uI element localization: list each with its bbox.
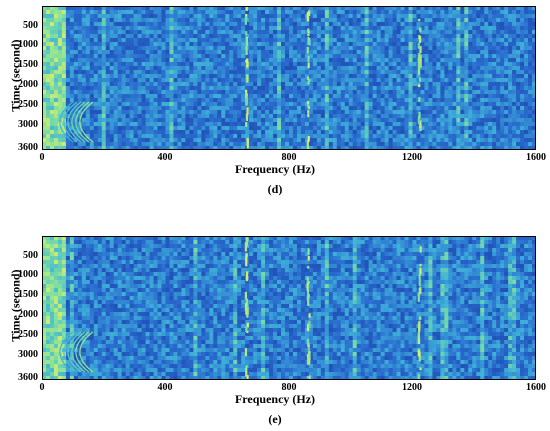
y-tick: 500 xyxy=(23,20,38,31)
spectrogram-image xyxy=(42,6,536,150)
x-tick: 400 xyxy=(157,382,173,393)
spectrogram-plot xyxy=(42,236,536,380)
x-tick: 400 xyxy=(157,152,173,163)
spectrogram-curve xyxy=(75,331,90,373)
spectrogram-panel-e: Time (second) 500 1000 1500 2000 2500 30… xyxy=(0,230,550,431)
y-tick: 3000 xyxy=(18,119,38,130)
y-tick: 2000 xyxy=(18,79,38,90)
figure-caption: (d) xyxy=(267,182,283,196)
x-tick: 800 xyxy=(281,152,297,163)
figure-caption: (e) xyxy=(268,412,282,426)
y-tick: 1500 xyxy=(18,59,38,70)
spectrogram-curve xyxy=(71,331,86,373)
y-tick: 500 xyxy=(23,250,38,261)
spectrogram-panel-d: Time (second) 500 1000 1500 2000 2500 30… xyxy=(0,0,550,215)
spectrogram-curve xyxy=(71,101,86,143)
x-tick: 1200 xyxy=(402,152,422,163)
x-tick: 1600 xyxy=(526,152,546,163)
y-tick: 1000 xyxy=(18,269,38,280)
y-tick: 3600 xyxy=(18,142,38,153)
spectrogram-curve xyxy=(63,101,78,143)
y-tick: 3600 xyxy=(18,372,38,383)
x-tick: 0 xyxy=(39,382,45,393)
plot-frame xyxy=(42,6,536,150)
spectrogram-curve xyxy=(79,101,94,143)
plot-frame xyxy=(42,236,536,380)
spectrogram-curve xyxy=(79,331,94,373)
spectrogram-curve xyxy=(63,331,78,373)
spectrogram-curve xyxy=(67,331,82,373)
y-tick: 1000 xyxy=(18,39,38,50)
x-axis-label: Frequency (Hz) xyxy=(234,162,316,176)
spectrogram-curve xyxy=(67,101,82,143)
y-tick: 2500 xyxy=(18,99,38,110)
x-axis-label: Frequency (Hz) xyxy=(234,392,316,406)
spectrogram-curve xyxy=(59,331,74,373)
y-tick: 2500 xyxy=(18,329,38,340)
y-tick: 1500 xyxy=(18,289,38,300)
spectrogram-plot xyxy=(42,6,536,150)
x-tick: 800 xyxy=(281,382,297,393)
x-tick: 1600 xyxy=(526,382,546,393)
y-tick: 3000 xyxy=(18,349,38,360)
spectrogram-curve xyxy=(75,101,90,143)
x-tick: 1200 xyxy=(402,382,422,393)
spectrogram-image xyxy=(42,236,536,380)
y-tick: 2000 xyxy=(18,309,38,320)
x-tick: 0 xyxy=(39,152,45,163)
spectrogram-curve xyxy=(59,101,74,143)
